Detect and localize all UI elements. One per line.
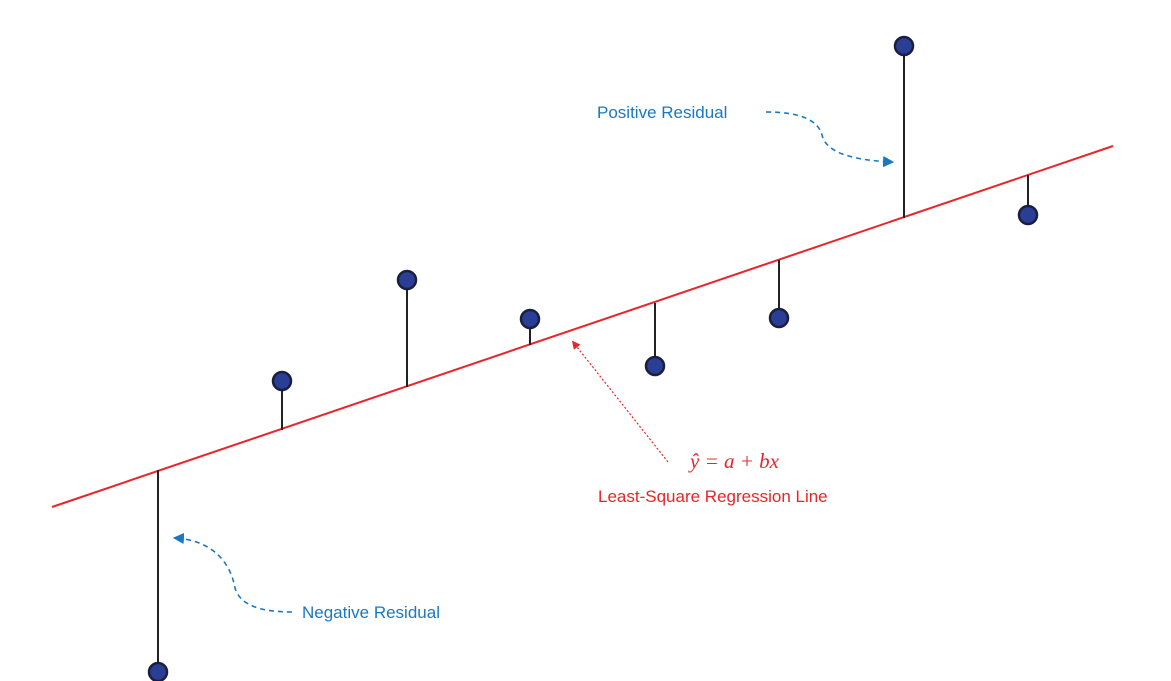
data-point bbox=[644, 355, 666, 377]
positive-residual-arrow bbox=[765, 111, 895, 168]
regression-equation: ŷ = a + bx bbox=[688, 449, 780, 473]
data-point bbox=[893, 35, 915, 57]
data-point bbox=[271, 370, 293, 392]
regression-line bbox=[51, 145, 1114, 508]
negative-residual-arrow bbox=[172, 532, 293, 613]
data-point bbox=[519, 308, 541, 330]
positive-residual-label: Positive Residual bbox=[597, 103, 727, 122]
data-point bbox=[396, 269, 418, 291]
data-point bbox=[768, 307, 790, 329]
negative-residual-label: Negative Residual bbox=[302, 603, 440, 622]
regression-line-label: Least-Square Regression Line bbox=[598, 487, 828, 506]
residual-lines bbox=[157, 46, 1029, 672]
data-point bbox=[1017, 204, 1039, 226]
data-points bbox=[147, 35, 1039, 681]
regression-line-arrow bbox=[571, 340, 669, 463]
data-point bbox=[147, 661, 169, 681]
